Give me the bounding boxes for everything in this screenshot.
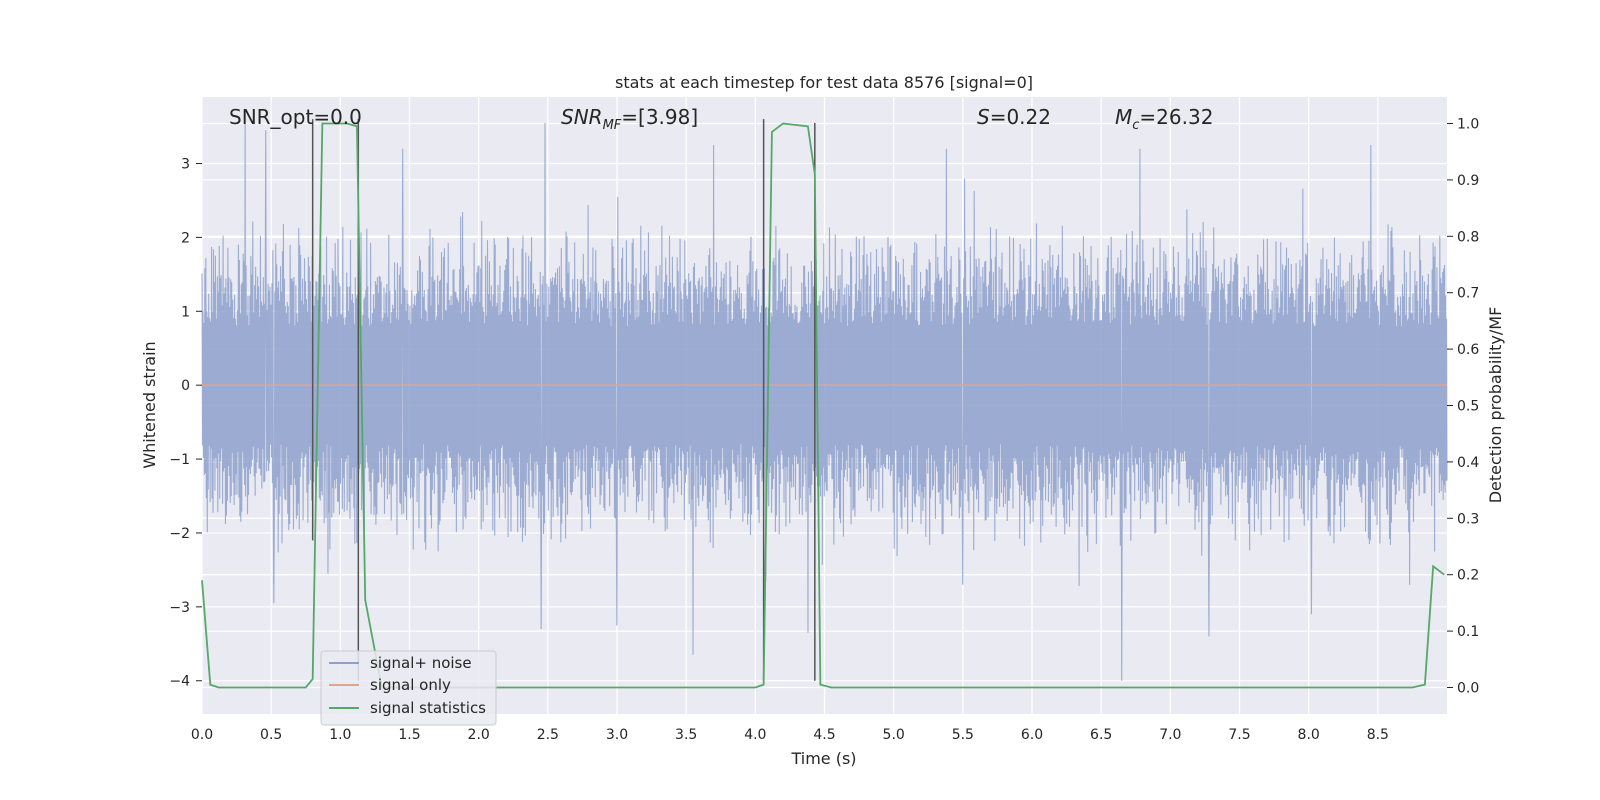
x-tick-label: 0.0 xyxy=(191,727,213,743)
y2-tick-label: 0.2 xyxy=(1457,568,1479,584)
x-tick-label: 4.5 xyxy=(813,727,835,743)
y2-tick-label: 0.4 xyxy=(1457,455,1479,471)
x-tick-label: 8.0 xyxy=(1298,727,1320,743)
x-tick-label: 7.0 xyxy=(1159,727,1181,743)
y2-tick-label: 0.9 xyxy=(1457,173,1479,189)
y-tick-label: 2 xyxy=(181,230,190,246)
noise-series-line xyxy=(201,122,1448,681)
y2-axis-label: Detection probability/MF xyxy=(1486,307,1505,504)
s-symbol: S xyxy=(977,105,990,129)
y2-tick-label: 0.1 xyxy=(1457,624,1479,640)
legend-label-signal: signal only xyxy=(370,676,451,694)
x-tick-label: 1.0 xyxy=(329,727,351,743)
legend-label-noise: signal+ noise xyxy=(370,654,472,672)
x-tick-label: 2.5 xyxy=(537,727,559,743)
s-annotation: S=0.22 xyxy=(977,105,1051,129)
x-axis-label: Time (s) xyxy=(790,749,856,768)
plot-area xyxy=(201,119,1448,689)
legend: signal+ noise signal only signal statist… xyxy=(320,650,497,726)
x-tick-label: 5.0 xyxy=(883,727,905,743)
snr-opt-annotation: SNR_opt=0.0 xyxy=(229,105,362,129)
x-tick-label: 1.5 xyxy=(398,727,420,743)
y2-tick-label: 0.0 xyxy=(1457,680,1479,696)
mc-subscript: c xyxy=(1132,118,1139,133)
x-tick-label: 3.5 xyxy=(675,727,697,743)
snr-mf-annotation: SNRMF=[3.98] xyxy=(561,105,698,133)
y2-tick-label: 0.6 xyxy=(1457,342,1479,358)
x-tick-label: 6.5 xyxy=(1090,727,1112,743)
x-tick-label: 6.0 xyxy=(1021,727,1043,743)
legend-label-statistics: signal statistics xyxy=(370,699,486,717)
x-tick-label: 3.0 xyxy=(606,727,628,743)
s-value: =0.22 xyxy=(990,105,1051,129)
chart-title: stats at each timestep for test data 857… xyxy=(615,73,1033,92)
y2-tick-label: 0.7 xyxy=(1457,286,1479,302)
snr-mf-subscript: MF xyxy=(603,118,622,133)
y2-tick-label: 0.3 xyxy=(1457,511,1479,527)
mc-value: =26.32 xyxy=(1139,105,1213,129)
y-tick-label: −4 xyxy=(169,674,190,690)
snr-mf-value: =[3.98] xyxy=(621,105,698,129)
x-tick-label: 7.5 xyxy=(1228,727,1250,743)
y2-tick-label: 0.8 xyxy=(1457,229,1479,245)
x-tick-label: 4.0 xyxy=(744,727,766,743)
y-tick-label: −3 xyxy=(169,600,190,616)
x-tick-label: 8.5 xyxy=(1367,727,1389,743)
statistics-series-line xyxy=(201,122,1445,689)
snr-mf-symbol: SNR xyxy=(561,105,603,129)
y-axis-right: 1.0 0.9 0.8 0.7 0.6 0.5 0.4 0.3 0.2 0.1 0.0 xyxy=(1447,117,1479,696)
y-tick-label: 1 xyxy=(181,304,190,320)
y2-tick-label: 0.5 xyxy=(1457,399,1479,415)
y2-tick-label: 1.0 xyxy=(1457,117,1479,133)
x-tick-label: 2.0 xyxy=(468,727,490,743)
y-tick-label: −2 xyxy=(169,526,190,542)
mc-symbol: M xyxy=(1115,105,1132,129)
x-tick-label: 0.5 xyxy=(260,727,282,743)
y-tick-label: 0 xyxy=(181,378,190,394)
y-tick-label: 3 xyxy=(181,157,190,173)
y-axis-left: 3 2 1 0 −1 −2 −3 −4 xyxy=(169,157,202,690)
x-tick-label: 5.5 xyxy=(952,727,974,743)
mc-annotation: Mc=26.32 xyxy=(1115,105,1213,133)
legend-box xyxy=(320,650,497,726)
x-axis: 0.0 0.5 1.0 1.5 2.0 2.5 3.0 3.5 4.0 4.5 5.0 5.5 6.0 6… xyxy=(191,727,1389,743)
y-tick-label: −1 xyxy=(169,452,190,468)
y-axis-label: Whitened strain xyxy=(140,341,159,468)
